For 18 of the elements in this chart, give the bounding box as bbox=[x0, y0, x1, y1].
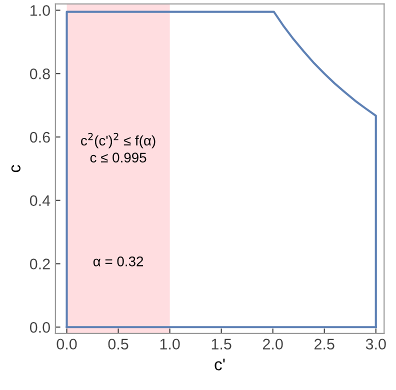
y-tick-label: 0.0 bbox=[30, 322, 50, 333]
y-tick-label: 0.4 bbox=[30, 195, 50, 206]
annotation: c$^{2}$(c')$^{2}$ ≤ f(α) bbox=[81, 132, 156, 148]
y-tick-label: 0.6 bbox=[30, 132, 50, 143]
x-tick-label: 2.5 bbox=[314, 338, 334, 350]
x-tick-label: 1.0 bbox=[160, 338, 180, 350]
x-tick-label: 2.0 bbox=[262, 338, 283, 350]
y-tick-label: 0.8 bbox=[30, 68, 50, 80]
x-tick-label: 3.0 bbox=[366, 338, 386, 350]
y-tick-label: 1.0 bbox=[30, 5, 50, 16]
annotation: c ≤ 0.995 bbox=[90, 152, 146, 163]
y-tick-label: 0.2 bbox=[30, 258, 50, 270]
x-tick-label: 0.0 bbox=[56, 338, 77, 350]
x-tick-label: 1.5 bbox=[212, 338, 232, 350]
x-tick-label: 0.5 bbox=[108, 338, 128, 350]
x-axis-title: c' bbox=[214, 358, 225, 370]
y-axis-title: c bbox=[11, 164, 20, 172]
annotation: α = 0.32 bbox=[93, 256, 144, 266]
